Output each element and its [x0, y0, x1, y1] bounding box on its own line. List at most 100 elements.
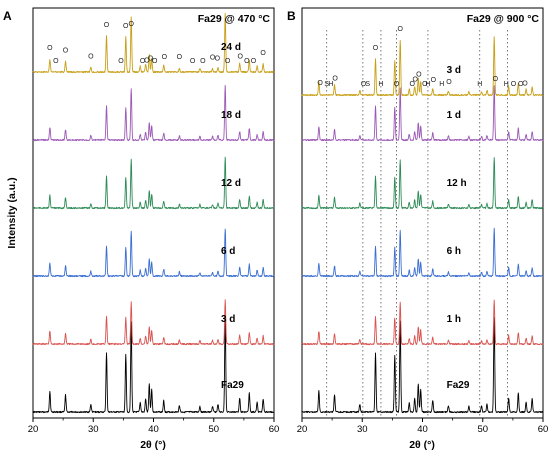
phase-marker-4: O: [361, 81, 367, 88]
panel-a-ylabel: Intensity (a.u.): [6, 177, 18, 248]
trace-6-d: [32, 228, 275, 278]
series-label-12-d: 12 d: [221, 178, 241, 189]
panel-a-traces: [32, 12, 275, 414]
trace-3-d: [301, 36, 544, 97]
phase-marker-9: O: [397, 26, 403, 33]
panel-a-frame: [32, 7, 275, 419]
x-tick-label-40: 40: [417, 424, 428, 435]
trace-24-d: [32, 12, 275, 74]
phase-marker-18: O: [225, 58, 231, 65]
phase-marker-7: H: [378, 81, 383, 88]
phase-marker-11: O: [152, 58, 158, 65]
trace-1-d: [301, 85, 544, 142]
trace-3-d: [32, 299, 275, 346]
phase-marker-16: O: [210, 55, 216, 62]
phase-marker-1: S: [324, 81, 329, 88]
phase-marker-2: H: [328, 81, 333, 88]
x-tick-label-50: 50: [208, 424, 219, 435]
panel-b-xlabel: 2θ (°): [409, 439, 435, 451]
phase-marker-22: O: [260, 50, 266, 57]
phase-marker-16: H: [439, 81, 444, 88]
series-label-24-d: 24 d: [221, 42, 241, 53]
phase-marker-21: O: [511, 81, 517, 88]
trace-12-h: [301, 157, 544, 210]
phase-marker-1: O: [53, 58, 59, 65]
series-label-fa29: Fa29: [221, 380, 244, 391]
x-tick-label-60: 60: [538, 424, 549, 435]
trace-18-d: [32, 84, 275, 142]
series-label-fa29: Fa29: [447, 380, 470, 391]
series-label-3-d: 3 d: [447, 65, 461, 76]
x-tick-label-50: 50: [477, 424, 488, 435]
phase-marker-2: O: [63, 48, 69, 55]
x-tick-label-20: 20: [28, 424, 39, 435]
phase-marker-20: O: [244, 58, 250, 65]
phase-marker-12: O: [162, 54, 168, 61]
phase-marker-18: H: [477, 81, 482, 88]
trace-fa29: [32, 316, 275, 414]
series-label-6-h: 6 h: [447, 246, 461, 257]
panel-a-xlabel: 2θ (°): [140, 439, 166, 451]
phase-marker-10: O: [410, 81, 416, 88]
phase-marker-5: O: [118, 58, 124, 65]
phase-marker-6: O: [123, 23, 129, 30]
phase-marker-15: O: [200, 58, 206, 65]
phase-marker-15: O: [431, 77, 437, 84]
trace-12-d: [32, 156, 275, 210]
phase-marker-0: O: [317, 80, 323, 87]
panel-b-frame: [301, 7, 544, 419]
series-label-1-h: 1 h: [447, 314, 461, 325]
x-tick-label-60: 60: [269, 424, 280, 435]
phase-marker-8: O: [140, 58, 146, 65]
panel-b-x-ticks: 20 30 40 50 60: [297, 418, 549, 435]
phase-marker-19: O: [238, 53, 244, 60]
trace-fa29: [301, 317, 544, 414]
series-label-1-d: 1 d: [447, 110, 461, 121]
panel-b-traces: [301, 36, 544, 414]
phase-marker-6: O: [373, 45, 379, 52]
phase-marker-4: O: [104, 22, 110, 29]
panel-a-letter: A: [3, 9, 12, 23]
phase-marker-21: O: [251, 58, 257, 65]
phase-marker-19: O: [493, 76, 499, 83]
series-label-6-d: 6 d: [221, 246, 235, 257]
phase-marker-13: O: [177, 54, 183, 61]
panel-b-letter: B: [287, 9, 296, 23]
x-tick-label-40: 40: [148, 424, 159, 435]
phase-marker-23: O: [522, 81, 528, 88]
phase-marker-7: O: [128, 21, 134, 28]
trace-1-h: [301, 299, 544, 346]
phase-marker-17: O: [446, 79, 452, 86]
phase-marker-13: O: [422, 81, 428, 88]
x-tick-label-20: 20: [297, 424, 308, 435]
phase-marker-9: O: [144, 57, 150, 64]
phase-marker-10: O: [148, 55, 154, 62]
phase-marker-3: O: [88, 53, 94, 60]
phase-marker-14: H: [425, 81, 430, 88]
series-label-3-d: 3 d: [221, 314, 235, 325]
phase-marker-22: O: [518, 81, 524, 88]
phase-marker-3: O: [332, 75, 338, 82]
panel-b-series-labels: Fa29 1 h 6 h 12 h 1 d 3 d: [447, 65, 470, 391]
series-label-18-d: 18 d: [221, 110, 241, 121]
x-tick-label-30: 30: [88, 424, 99, 435]
trace-6-h: [301, 227, 544, 278]
series-label-12-h: 12 h: [447, 178, 467, 189]
phase-marker-14: O: [190, 58, 196, 65]
panel-a-title: Fa29 @ 470 °C: [198, 13, 271, 25]
phase-marker-12: O: [416, 72, 422, 79]
x-tick-label-30: 30: [357, 424, 368, 435]
panel-b-dotted-guides: [326, 30, 508, 418]
phase-marker-5: S: [365, 81, 370, 88]
panel-b-title: Fa29 @ 900 °C: [467, 13, 540, 25]
phase-marker-8: O: [394, 81, 400, 88]
phase-marker-0: O: [47, 45, 53, 52]
phase-marker-11: O: [413, 77, 419, 84]
panel-a-x-ticks: 20 30 40 50 60: [28, 418, 280, 435]
phase-marker-20: H: [504, 81, 509, 88]
